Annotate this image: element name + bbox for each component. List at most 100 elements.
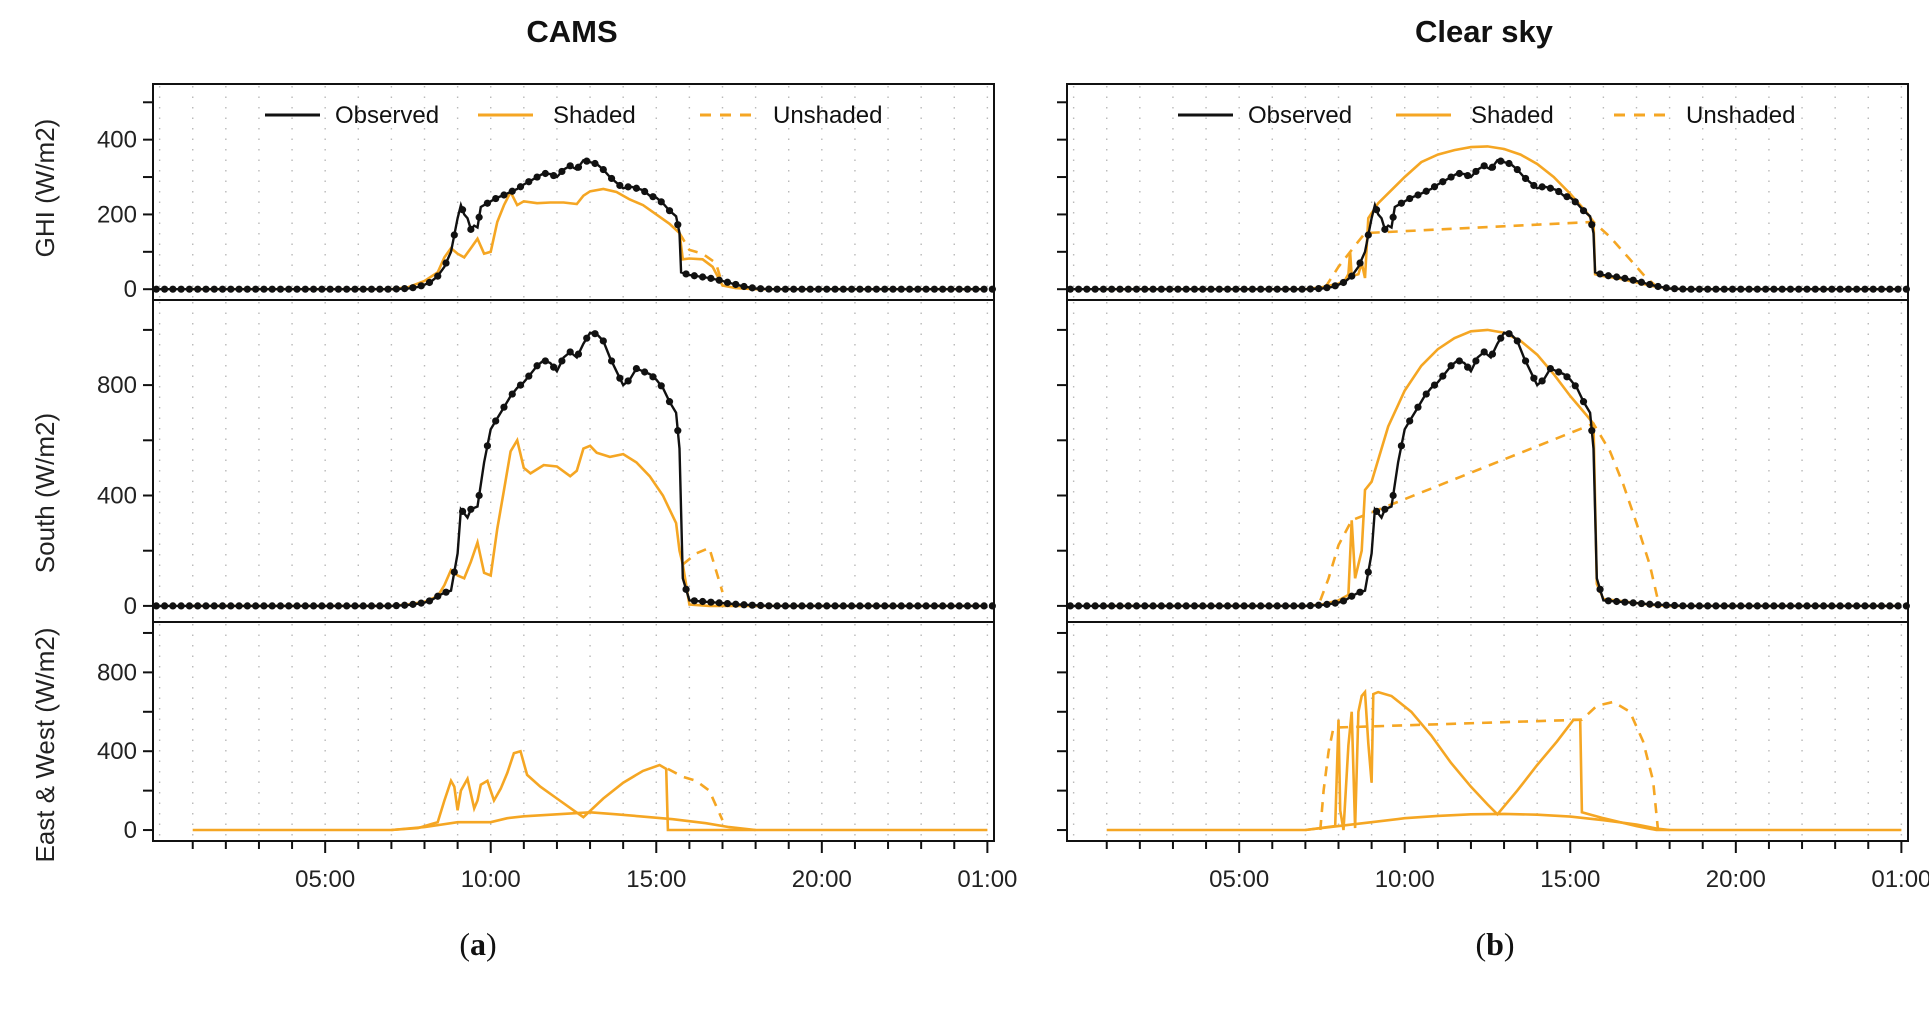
observed-markers: [152, 330, 996, 610]
observed-point: [1240, 602, 1248, 610]
observed-point: [169, 602, 177, 610]
observed-point: [1555, 368, 1563, 376]
observed-point: [1786, 285, 1795, 293]
observed-point: [425, 278, 434, 287]
legend-shaded-label: Shaded: [1471, 102, 1554, 129]
observed-point: [367, 285, 376, 293]
observed-point: [972, 602, 980, 610]
observed-point: [1679, 602, 1687, 610]
legend-observed-label: Observed: [1248, 102, 1352, 129]
observed-point: [690, 272, 698, 280]
observed-point: [1381, 225, 1389, 233]
panel-frame: [1066, 621, 1909, 842]
observed-point: [326, 602, 334, 610]
series-observed: [159, 158, 988, 291]
observed-markers: [1066, 157, 1910, 293]
observed-point: [409, 284, 417, 292]
observed-point: [1074, 602, 1083, 610]
observed-point: [1215, 285, 1223, 293]
observed-point: [1464, 363, 1472, 371]
observed-point: [1778, 285, 1786, 293]
observed-point: [1604, 597, 1612, 605]
observed-point: [1372, 507, 1381, 515]
observed-point: [1836, 285, 1844, 293]
observed-point: [1637, 599, 1646, 608]
observed-point: [268, 602, 276, 610]
observed-point: [1447, 173, 1455, 181]
observed-point: [442, 259, 450, 267]
observed-point: [1844, 602, 1853, 610]
observed-point: [955, 602, 963, 610]
y-tick-label: 400: [97, 483, 137, 510]
observed-point: [525, 178, 533, 186]
observed-point: [1240, 285, 1248, 293]
observed-point: [732, 600, 740, 608]
observed-point: [1455, 357, 1463, 365]
observed-point: [723, 599, 732, 608]
observed-point: [574, 350, 583, 358]
observed-point: [1629, 599, 1637, 607]
observed-point: [1091, 602, 1099, 610]
observed-point: [856, 285, 864, 293]
observed-point: [1555, 187, 1563, 196]
observed-point: [616, 374, 624, 382]
observed-point: [1662, 601, 1670, 609]
observed-point: [1132, 285, 1141, 293]
observed-point: [1571, 382, 1579, 390]
observed-point: [1563, 193, 1571, 201]
y-tick-label: 200: [97, 201, 137, 228]
observed-point: [848, 602, 856, 610]
chart-title-clear-sky: Clear sky: [1415, 14, 1554, 49]
observed-point: [1687, 602, 1695, 610]
x-tick-label: 20:00: [792, 866, 852, 893]
observed-point: [599, 337, 607, 345]
observed-point: [1786, 602, 1795, 610]
observed-point: [450, 568, 458, 576]
observed-point: [1695, 285, 1704, 293]
observed-point: [1430, 381, 1439, 389]
observed-point: [1339, 597, 1348, 605]
observed-point: [516, 381, 525, 389]
observed-point: [1869, 285, 1877, 293]
observed-point: [1414, 403, 1422, 411]
observed-point: [1364, 231, 1372, 239]
observed-point: [1397, 442, 1406, 450]
observed-point: [740, 601, 748, 609]
observed-point: [1066, 285, 1074, 293]
observed-point: [1348, 592, 1356, 600]
observed-point: [301, 285, 309, 293]
observed-point: [1356, 588, 1364, 596]
observed-point: [1712, 602, 1720, 610]
observed-point: [1174, 602, 1182, 610]
observed-point: [583, 334, 591, 342]
observed-point: [1331, 599, 1339, 607]
observed-point: [599, 165, 607, 174]
observed-point: [1182, 602, 1190, 610]
observed-point: [1108, 602, 1116, 610]
panel-frame: [1066, 299, 1909, 623]
observed-point: [1190, 285, 1199, 293]
observed-point: [1323, 284, 1331, 292]
observed-point: [508, 187, 516, 195]
observed-point: [831, 602, 839, 610]
observed-point: [657, 382, 665, 390]
observed-point: [1662, 284, 1670, 292]
observed-point: [1853, 602, 1861, 610]
observed-point: [1720, 285, 1728, 293]
observed-point: [649, 373, 657, 381]
observed-point: [1298, 602, 1306, 610]
observed-point: [905, 602, 914, 610]
observed-point: [293, 285, 301, 293]
observed-point: [1223, 602, 1232, 610]
observed-point: [1132, 602, 1141, 610]
observed-point: [881, 602, 889, 610]
observed-point: [243, 602, 251, 610]
observed-point: [1770, 602, 1778, 610]
observed-point: [1505, 330, 1513, 338]
observed-point: [1861, 602, 1869, 610]
grid: [158, 624, 989, 839]
observed-point: [160, 285, 169, 293]
observed-point: [1124, 602, 1132, 610]
observed-point: [401, 601, 409, 609]
observed-point: [1720, 602, 1728, 610]
